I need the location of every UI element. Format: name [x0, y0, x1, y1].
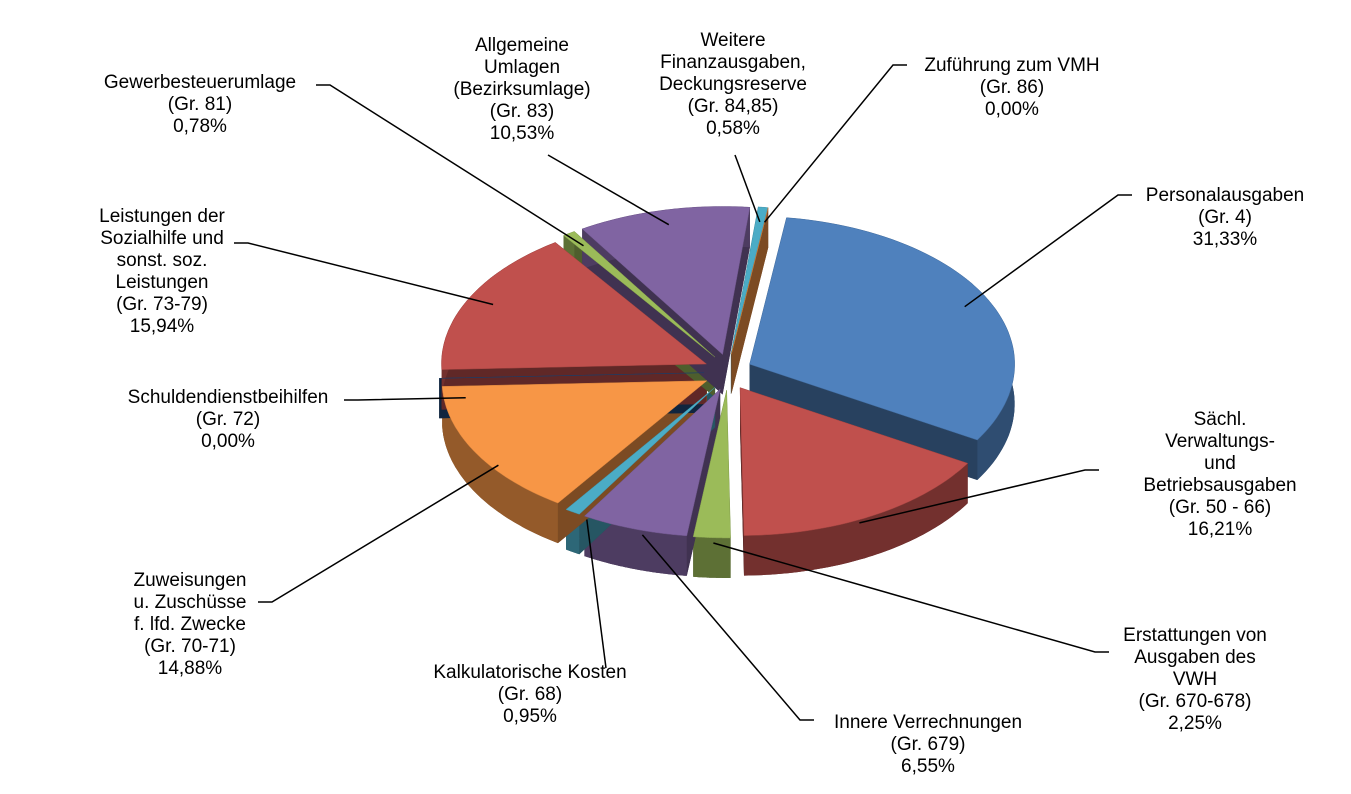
- category-label: Erstattungen von Ausgaben des VWH (Gr. 6…: [1123, 625, 1267, 712]
- data-label: Gewerbesteuerumlage (Gr. 81) 0,78%: [104, 72, 296, 138]
- value-label: 16,21%: [1187, 519, 1253, 540]
- value-label: 10,53%: [489, 123, 555, 144]
- leader-line: [344, 397, 466, 401]
- data-label: Zuweisungen u. Zuschüsse f. lfd. Zwecke …: [133, 570, 246, 680]
- slice-wall: [744, 463, 968, 576]
- value-label: 0,00%: [985, 99, 1039, 120]
- leader-line: [734, 154, 761, 223]
- category-label: Sächl. Verwaltungs- und Betriebsausgaben…: [1143, 409, 1297, 518]
- data-label: Schuldendienstbeihilfen (Gr. 72) 0,00%: [128, 387, 329, 453]
- leader-line: [763, 64, 907, 223]
- category-label: Zuweisungen u. Zuschüsse f. lfd. Zwecke …: [133, 570, 247, 657]
- data-label: Personalausgaben (Gr. 4) 31,33%: [1146, 185, 1304, 251]
- value-label: 0,58%: [706, 118, 760, 139]
- value-label: 6,55%: [901, 756, 955, 777]
- leader-line: [586, 519, 607, 669]
- value-label: 15,94%: [129, 316, 195, 337]
- slice: [692, 389, 731, 539]
- slice-tops: [439, 206, 1015, 539]
- leader-line: [641, 534, 814, 721]
- value-label: 0,00%: [201, 431, 255, 452]
- slice: [439, 372, 705, 379]
- slice: [441, 380, 708, 504]
- value-label: 14,88%: [157, 658, 223, 679]
- slice: [730, 206, 769, 355]
- data-label: Erstattungen von Ausgaben des VWH (Gr. 6…: [1117, 625, 1273, 735]
- leader-line: [859, 469, 1099, 524]
- category-label: Allgemeine Umlagen (Bezirksumlage) (Gr. …: [453, 35, 591, 122]
- slice-wall: [693, 536, 731, 578]
- data-label: Innere Verrechnungen (Gr. 679) 6,55%: [834, 712, 1022, 778]
- leader-line: [258, 464, 499, 603]
- category-label: Weitere Finanzausgaben, Deckungsreserve …: [659, 30, 807, 117]
- slice: [739, 387, 969, 536]
- value-label: 2,25%: [1168, 713, 1222, 734]
- leader-line: [234, 242, 494, 306]
- slice: [749, 217, 1015, 441]
- data-label: Kalkulatorische Kosten (Gr. 68) 0,95%: [433, 662, 626, 728]
- category-label: Leistungen der Sozialhilfe und sonst. so…: [99, 206, 225, 315]
- slice-side: [740, 387, 744, 576]
- leader-line: [713, 542, 1109, 653]
- slice: [565, 387, 716, 515]
- category-label: Zuführung zum VMH (Gr. 86): [924, 55, 1100, 98]
- slice: [581, 206, 751, 355]
- category-label: Schuldendienstbeihilfen (Gr. 72): [127, 387, 329, 430]
- data-label: Allgemeine Umlagen (Bezirksumlage) (Gr. …: [453, 35, 590, 145]
- category-label: Kalkulatorische Kosten (Gr. 68): [433, 662, 627, 705]
- category-label: Innere Verrechnungen (Gr. 679): [833, 712, 1023, 755]
- value-label: 31,33%: [1192, 229, 1258, 250]
- slice-wall: [442, 386, 558, 544]
- data-label: Zuführung zum VMH (Gr. 86) 0,00%: [924, 55, 1099, 121]
- slice-side: [722, 207, 750, 395]
- leader-line: [547, 154, 670, 226]
- data-label: Weitere Finanzausgaben, Deckungsreserve …: [659, 30, 807, 140]
- leader-line: [316, 84, 584, 247]
- category-label: Gewerbesteuerumlage (Gr. 81): [103, 72, 297, 115]
- leader-line: [964, 194, 1132, 308]
- slice: [583, 388, 721, 537]
- category-label: Personalausgaben (Gr. 4): [1145, 185, 1305, 228]
- slice-wall: [584, 516, 687, 576]
- slice-side: [731, 207, 769, 395]
- value-label: 0,78%: [173, 116, 227, 137]
- data-label: Sächl. Verwaltungs- und Betriebsausgaben…: [1143, 409, 1296, 541]
- value-label: 0,95%: [503, 706, 557, 727]
- data-label: Leistungen der Sozialhilfe und sonst. so…: [99, 206, 225, 338]
